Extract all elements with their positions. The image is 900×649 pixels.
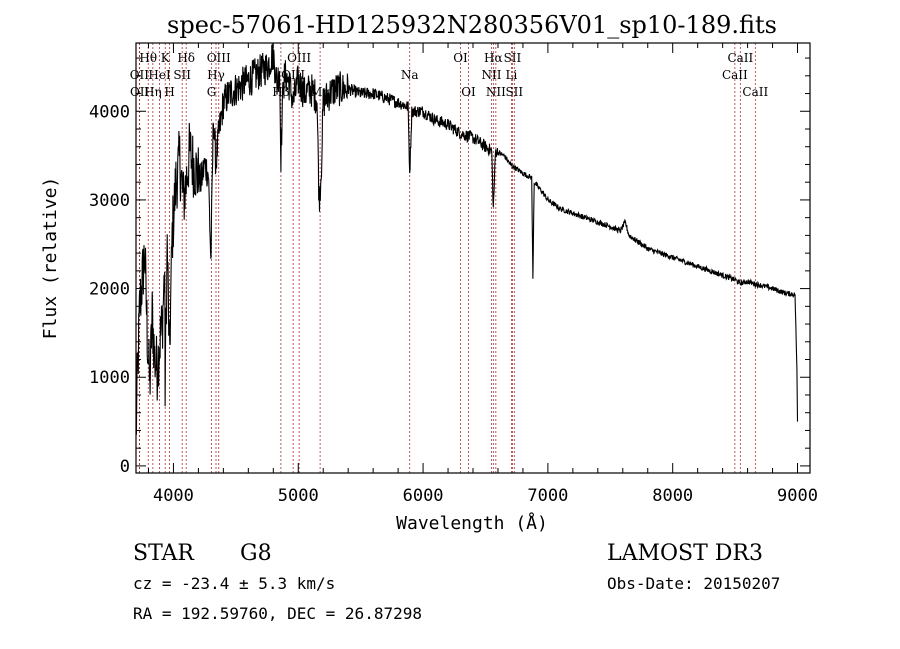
object-subclass: G8 — [240, 541, 272, 566]
y-tick-label: 1000 — [89, 368, 130, 388]
y-axis-label: Flux (relative) — [40, 177, 61, 340]
reference-line-label: OIII — [287, 51, 311, 65]
reference-line-label: SII — [173, 68, 191, 82]
reference-line-label: CaII — [722, 68, 748, 82]
reference-line-label: NII — [481, 68, 501, 82]
reference-line-label: K — [161, 51, 171, 65]
reference-line-label: H — [164, 85, 174, 99]
spectrum-line — [135, 42, 799, 435]
chart-title: spec-57061-HD125932N280356V01_sp10-189.f… — [167, 11, 777, 39]
y-tick-label: 3000 — [89, 191, 130, 211]
y-tick-label: 4000 — [89, 102, 130, 122]
reference-line-label: Hα — [484, 51, 503, 65]
reference-line-label: SII — [505, 85, 523, 99]
observation-date: Obs-Date: 20150207 — [607, 574, 780, 593]
reference-line-label: Hγ — [207, 68, 225, 82]
x-tick-label: 7000 — [527, 486, 568, 506]
plot-frame — [135, 42, 811, 474]
reference-line-label: NII — [486, 85, 506, 99]
redshift-cz: cz = -23.4 ± 5.3 km/s — [133, 574, 335, 593]
x-axis-ticks: 4000 5000 6000 7000 8000 9000 — [147, 43, 818, 506]
reference-line-label: OI — [453, 51, 468, 65]
reference-lines — [138, 43, 756, 473]
y-tick-label: 0 — [120, 457, 130, 477]
reference-line-label: OIII — [207, 51, 231, 65]
y-tick-label: 2000 — [89, 280, 130, 300]
reference-line-label: CaII — [742, 85, 768, 99]
coordinates: RA = 192.59760, DEC = 26.87298 — [133, 604, 422, 623]
reference-line-label: G — [207, 85, 217, 99]
reference-line-label: SII — [504, 51, 522, 65]
y-axis-ticks: 0 1000 2000 3000 4000 — [89, 57, 810, 477]
x-axis-label: Wavelength (Å) — [396, 512, 548, 534]
survey-name: LAMOST DR3 — [607, 541, 763, 566]
object-type: STAR — [133, 541, 195, 566]
reference-line-label: OII — [130, 68, 150, 82]
reference-line-label: HeI — [148, 68, 171, 82]
reference-line-label: CaII — [727, 51, 753, 65]
reference-line-label: Hδ — [177, 51, 195, 65]
reference-line-label: Li — [506, 68, 518, 82]
reference-line-label: Hη — [144, 85, 162, 99]
reference-line-label: Hβ — [272, 85, 289, 99]
reference-line-label: Na — [401, 68, 419, 82]
reference-line-label: OII — [130, 85, 150, 99]
reference-line-label: OI — [461, 85, 476, 99]
x-tick-label: 8000 — [652, 486, 693, 506]
x-tick-label: 9000 — [777, 486, 818, 506]
x-tick-label: 6000 — [403, 486, 444, 506]
x-tick-label: 5000 — [278, 486, 319, 506]
x-tick-label: 4000 — [153, 486, 194, 506]
reference-line-label: Hθ — [139, 51, 157, 65]
